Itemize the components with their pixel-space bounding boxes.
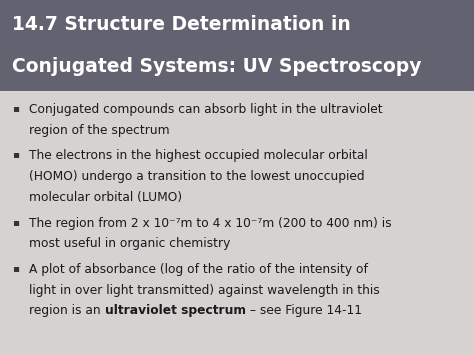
Text: (HOMO) undergo a transition to the lowest unoccupied: (HOMO) undergo a transition to the lowes… xyxy=(29,170,365,183)
Text: Conjugated Systems: UV Spectroscopy: Conjugated Systems: UV Spectroscopy xyxy=(12,56,421,76)
Text: ▪: ▪ xyxy=(12,149,19,159)
Text: region is an: region is an xyxy=(29,304,105,317)
Text: Conjugated compounds can absorb light in the ultraviolet: Conjugated compounds can absorb light in… xyxy=(29,103,383,116)
Text: 14.7 Structure Determination in: 14.7 Structure Determination in xyxy=(12,15,351,34)
Text: light in over light transmitted) against wavelength in this: light in over light transmitted) against… xyxy=(29,284,380,297)
Text: ▪: ▪ xyxy=(12,217,19,226)
Text: ▪: ▪ xyxy=(12,263,19,273)
Text: ▪: ▪ xyxy=(12,103,19,113)
Text: – see Figure 14-11: – see Figure 14-11 xyxy=(246,304,362,317)
Text: The electrons in the highest occupied molecular orbital: The electrons in the highest occupied mo… xyxy=(29,149,368,163)
Text: The region from 2 x 10⁻⁷m to 4 x 10⁻⁷m (200 to 400 nm) is: The region from 2 x 10⁻⁷m to 4 x 10⁻⁷m (… xyxy=(29,217,392,230)
Bar xyxy=(0,0,474,91)
Text: A plot of absorbance (log of the ratio of the intensity of: A plot of absorbance (log of the ratio o… xyxy=(29,263,368,276)
Text: most useful in organic chemistry: most useful in organic chemistry xyxy=(29,237,231,250)
Text: ultraviolet spectrum: ultraviolet spectrum xyxy=(105,304,246,317)
Text: molecular orbital (LUMO): molecular orbital (LUMO) xyxy=(29,191,182,204)
Text: region of the spectrum: region of the spectrum xyxy=(29,124,170,137)
